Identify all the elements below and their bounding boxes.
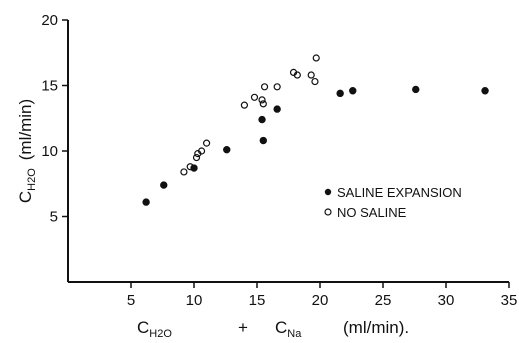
data-point-saline-expansion [336,89,344,98]
x-tick-label: 5 [127,292,135,309]
data-point-saline-expansion [142,198,150,206]
x-tick-label: 20 [312,292,329,309]
x-axis-ticks: 5 10 15 20 25 30 35 [127,282,518,309]
data-point-saline-expansion [349,87,357,95]
data-point-no-saline [293,71,301,79]
data-point-no-saline [260,83,269,91]
y-tick-label: 15 [41,78,58,95]
data-point-no-saline [259,100,267,108]
legend-marker-no-saline [324,208,332,216]
x-axis-title-symbol1: C [137,318,149,337]
data-point-no-saline [180,168,188,176]
data-point-saline-expansion [160,181,168,189]
data-point-no-saline [186,163,194,171]
data-point-saline-expansion [481,87,489,95]
y-tick-label: 5 [50,209,58,226]
y-axis-title: CH2O (ml/min) [16,99,38,203]
data-point-saline-expansion [223,145,231,154]
x-tick-label: 15 [249,292,266,309]
data-point-no-saline [240,101,248,109]
y-axis-ticks: 5 10 15 20 [41,12,68,226]
y-tick-label: 20 [41,12,58,29]
x-axis-title-subscript2: Na [287,328,302,340]
data-point-no-saline [258,96,266,104]
legend-marker-saline-expansion [324,188,332,196]
x-axis-title-term2: CNa [275,318,302,340]
y-tick-label: 10 [41,143,58,160]
x-axis-title-plus: + [238,318,248,337]
data-point-saline-expansion [412,85,420,94]
data-point-no-saline [250,93,259,101]
x-axis-title-term1: CH2O [137,318,172,340]
y-axis-title-subscript: H2O [26,168,38,191]
data-point-saline-expansion [190,164,198,172]
x-tick-label: 25 [375,292,392,309]
data-point-no-saline [273,83,281,91]
x-tick-label: 35 [501,292,518,309]
data-point-no-saline [311,77,319,86]
legend: SALINE EXPANSION NO SALINE [324,185,462,220]
y-axis-title-symbol: C [16,191,35,203]
x-tick-label: 30 [438,292,455,309]
data-point-saline-expansion [259,136,267,145]
y-axis-title-unit: (ml/min) [16,99,35,160]
data-point-no-saline [307,71,315,79]
legend-label-saline-expansion: SALINE EXPANSION [337,185,462,200]
data-point-no-saline [312,54,320,62]
data-points [142,54,489,206]
x-axis-title-subscript1: H2O [149,328,172,340]
data-point-saline-expansion [273,105,281,113]
data-point-no-saline [192,153,201,162]
x-axis-title-unit: (ml/min). [343,318,409,337]
legend-label-no-saline: NO SALINE [337,205,407,220]
data-point-no-saline [203,139,211,147]
x-tick-label: 10 [186,292,203,309]
data-point-no-saline [197,147,206,155]
data-point-saline-expansion [258,115,266,124]
x-axis-title-symbol2: C [275,318,287,337]
